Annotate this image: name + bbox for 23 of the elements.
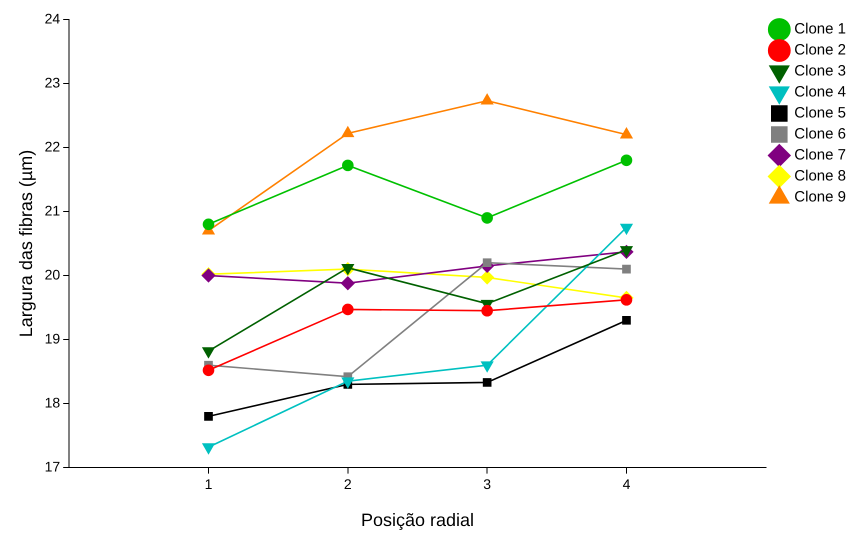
y-tick-label: 18 — [44, 394, 60, 410]
y-tick-label: 17 — [44, 458, 60, 474]
y-tick-label: 24 — [44, 10, 60, 26]
y-tick-label: 20 — [44, 266, 60, 282]
y-tick-label: 23 — [44, 74, 60, 90]
legend-label: Clone 3 — [794, 62, 846, 80]
legend-label: Clone 8 — [794, 168, 846, 185]
legend-label: Clone 4 — [794, 84, 846, 101]
x-tick-label: 2 — [344, 476, 352, 492]
x-axis-title: Posição radial — [360, 510, 474, 530]
y-axis-title: Largura das fibras (µm) — [16, 150, 36, 338]
x-tick-label: 4 — [622, 476, 631, 492]
legend-label: Clone 6 — [794, 126, 846, 143]
legend-label: Clone 2 — [794, 42, 846, 59]
legend-label: Clone 5 — [794, 104, 846, 122]
legend-label: Clone 1 — [794, 20, 846, 38]
legend-label: Clone 7 — [794, 146, 846, 164]
x-tick-label: 1 — [204, 476, 213, 492]
y-tick-label: 21 — [44, 202, 60, 218]
y-tick-label: 19 — [44, 330, 60, 346]
x-tick-label: 3 — [483, 476, 492, 492]
y-tick-label: 22 — [44, 138, 60, 154]
legend-label: Clone 9 — [794, 188, 846, 206]
